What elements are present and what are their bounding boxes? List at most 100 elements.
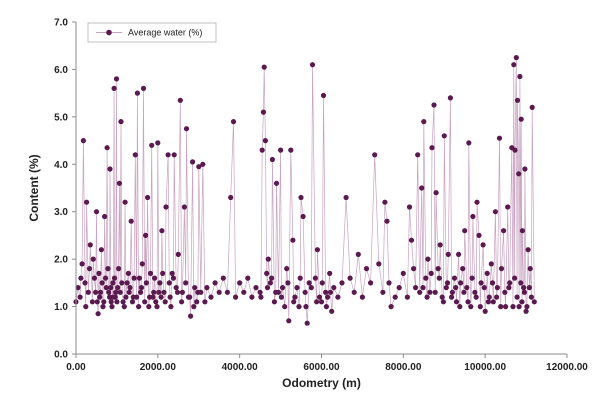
data-point [191,304,197,310]
data-point [97,289,104,295]
data-point [462,228,468,234]
data-point [116,180,122,186]
x-tick-label: 10000.00 [464,362,506,373]
x-tick-label: 12000.00 [546,362,588,373]
data-point [355,251,361,257]
data-point [429,145,435,151]
data-point [269,275,275,281]
data-point [159,228,165,234]
data-point [316,294,323,300]
data-point [363,266,370,272]
data-point [441,133,447,139]
data-point [506,285,512,291]
data-point [123,294,129,300]
data-point [408,237,415,243]
data-point [183,280,189,286]
data-point [511,62,517,68]
data-point [318,299,325,305]
data-point [228,194,234,201]
data-point [163,204,169,210]
y-tick-label: 7.0 [54,18,68,29]
data-point [436,275,442,281]
data-point [384,218,390,224]
data-point [87,242,93,248]
data-point [404,294,410,300]
data-point [259,147,265,153]
data-point [138,285,145,291]
data-point [527,266,533,272]
data-point [476,232,482,238]
data-point [119,280,125,286]
data-point [149,142,155,148]
data-point [83,304,89,310]
data-point [107,166,113,172]
data-point [296,304,302,310]
data-point [501,228,507,234]
data-point [162,299,168,305]
data-point [121,304,127,310]
data-point [264,270,270,276]
data-point [516,304,522,310]
data-point [190,159,196,165]
data-point [156,289,162,295]
data-point [78,275,84,281]
data-point [143,280,149,286]
data-point [329,308,335,314]
data-point [516,171,522,177]
x-tick-label: 2000.00 [140,362,177,373]
data-point [490,299,496,305]
data-point [183,126,190,132]
data-point [129,299,136,305]
data-point [168,304,174,310]
data-point [480,242,486,248]
data-point [388,304,394,310]
data-point [97,294,103,300]
data-point [286,318,292,324]
data-point [524,304,530,310]
data-point [258,294,264,300]
data-point [481,285,487,291]
data-point [511,275,518,281]
data-point [380,289,386,295]
data-point [512,147,518,153]
data-point [111,275,118,281]
data-point [273,180,280,186]
data-point [128,218,134,224]
data-point [90,256,96,262]
x-tick-label: 4000.00 [222,362,259,373]
data-point [200,161,206,167]
data-point [138,289,144,295]
data-point [166,280,172,286]
data-point [216,289,222,295]
data-point [96,270,102,276]
data-point [136,304,142,310]
data-point [179,289,185,295]
data-point [142,299,148,305]
data-point [271,299,277,305]
x-tick-label: 8000.00 [385,362,422,373]
data-point [507,280,513,286]
data-point [290,237,296,243]
data-point [264,285,271,291]
data-point [260,109,266,115]
data-point [449,294,455,300]
data-point [466,140,472,146]
data-point [513,55,519,61]
data-point [468,304,474,310]
data-point [320,92,327,99]
data-point [192,285,198,291]
data-point [107,294,113,300]
data-point [528,294,535,300]
data-point [302,289,308,295]
data-point [187,294,193,300]
data-point [457,304,463,310]
data-point [400,270,406,276]
data-point [230,119,237,125]
data-point [351,289,357,295]
data-point [157,280,163,286]
data-point [188,313,194,319]
data-point [155,140,161,146]
data-point [451,275,458,281]
data-point [503,304,509,310]
data-point [453,285,459,291]
